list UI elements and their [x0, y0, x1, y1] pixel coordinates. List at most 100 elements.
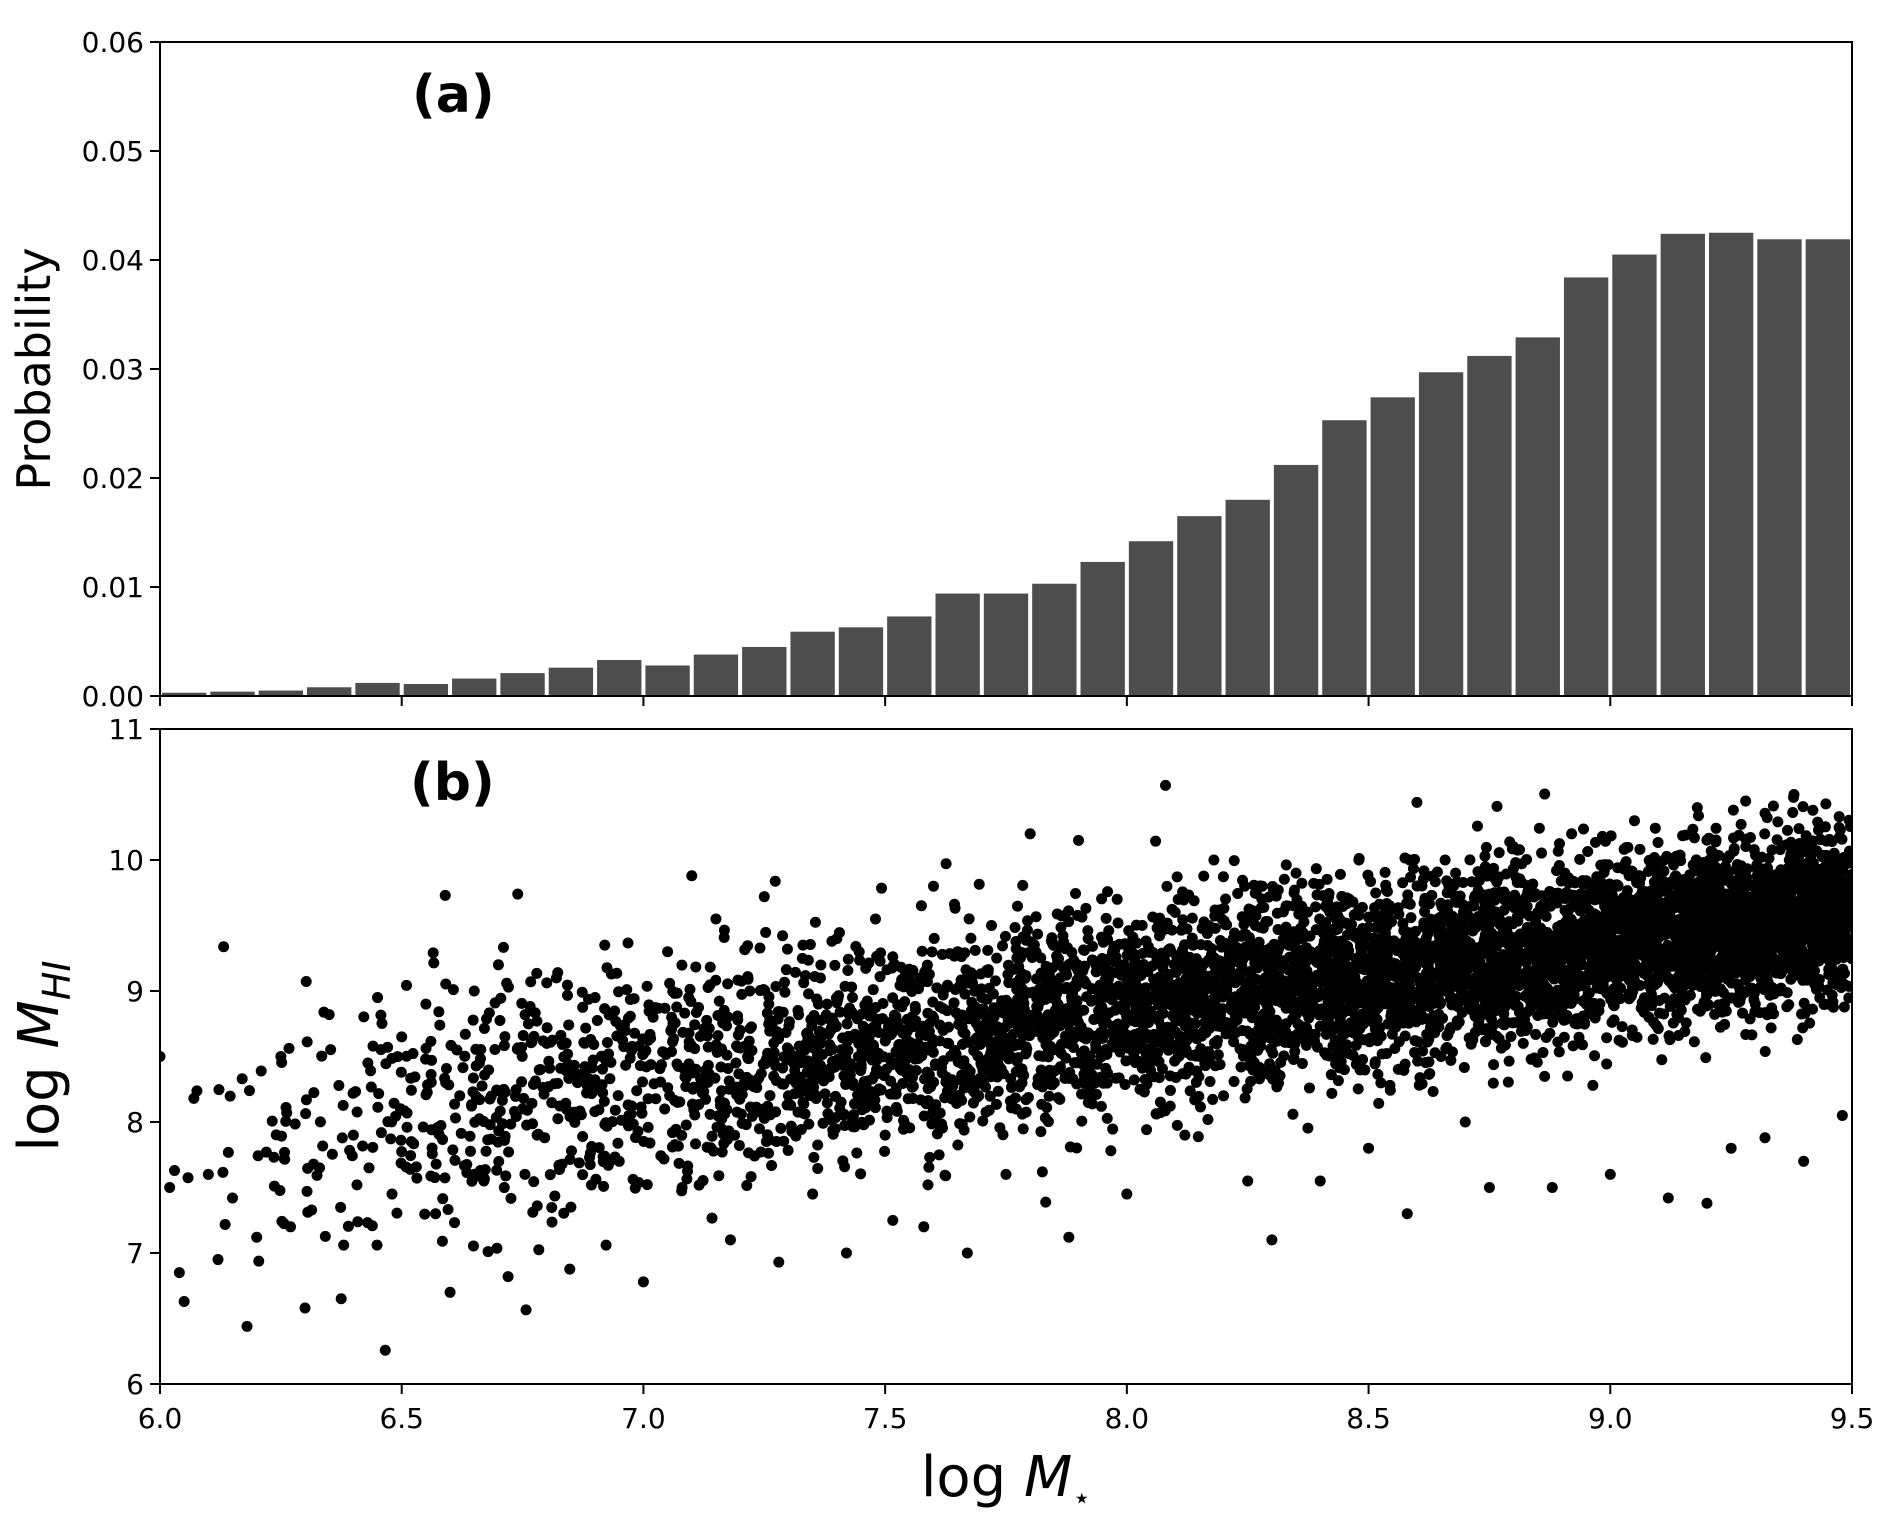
scatter-point: [1382, 900, 1394, 912]
scatter-point: [1106, 1038, 1118, 1050]
scatter-point: [1380, 884, 1392, 896]
scatter-point: [425, 1069, 437, 1081]
scatter-point: [1510, 991, 1522, 1003]
scatter-point: [1039, 1112, 1051, 1124]
scatter-point: [1373, 1097, 1385, 1109]
scatter-point: [1089, 957, 1101, 969]
scatter-point: [528, 1176, 540, 1188]
scatter-point: [1199, 1018, 1211, 1030]
scatter-point: [853, 946, 865, 958]
scatter-point: [445, 1039, 457, 1051]
scatter-point: [1159, 1041, 1171, 1053]
histogram-bar: [983, 593, 1029, 696]
scatter-point: [342, 1220, 354, 1232]
scatter-point: [1727, 940, 1739, 952]
scatter-point: [1080, 902, 1092, 914]
scatter-point: [1464, 854, 1476, 866]
scatter-point: [1587, 1079, 1599, 1091]
scatter-point: [718, 924, 730, 936]
scatter-point: [385, 1133, 397, 1145]
scatter-point: [626, 1040, 638, 1052]
scatter-point: [1659, 992, 1671, 1004]
scatter-point: [1009, 921, 1021, 933]
scatter-point: [1648, 883, 1660, 895]
scatter-point: [1183, 1061, 1195, 1073]
scatter-point: [733, 1139, 745, 1151]
scatter-point: [1209, 1060, 1221, 1072]
scatter-point: [576, 986, 588, 998]
scatter-point: [618, 1019, 630, 1031]
scatter-point: [426, 1124, 438, 1136]
scatter-point: [1253, 1073, 1265, 1085]
scatter-point: [1677, 830, 1689, 842]
scatter-point: [977, 1115, 989, 1127]
scatter-point: [1164, 1084, 1176, 1096]
scatter-point: [798, 1098, 810, 1110]
scatter-point: [759, 985, 771, 997]
scatter-point: [1427, 1085, 1439, 1097]
scatter-point: [467, 1072, 479, 1084]
scatter-point: [577, 1001, 589, 1013]
scatter-point: [940, 858, 952, 870]
scatter-point: [1237, 949, 1249, 961]
scatter-point: [1498, 1008, 1510, 1020]
scatter-point: [494, 1015, 506, 1027]
scatter-point: [1652, 929, 1664, 941]
scatter-point: [1255, 902, 1267, 914]
scatter-point: [907, 1080, 919, 1092]
scatter-point: [937, 989, 949, 1001]
scatter-point: [1710, 896, 1722, 908]
scatter-point: [1791, 935, 1803, 947]
scatter-point: [982, 944, 994, 956]
scatter-point: [459, 1028, 471, 1040]
scatter-point: [1479, 1035, 1491, 1047]
scatter-point: [681, 1173, 693, 1185]
scatter-point: [1082, 925, 1094, 937]
scatter-point: [956, 1009, 968, 1021]
scatter-point: [466, 1175, 478, 1187]
scatter-point: [1105, 1145, 1117, 1157]
scatter-point: [1722, 874, 1734, 886]
scatter-point: [395, 1134, 407, 1146]
scatter-point: [1090, 966, 1102, 978]
histogram-bar: [1515, 337, 1560, 696]
scatter-point: [544, 1062, 556, 1074]
scatter-point: [425, 1170, 437, 1182]
scatter-point: [505, 1118, 517, 1130]
y-tick-label: 0.02: [82, 462, 144, 495]
scatter-point: [770, 1075, 782, 1087]
scatter-point: [637, 1049, 649, 1061]
scatter-point: [1103, 925, 1115, 937]
scatter-point: [664, 977, 676, 989]
scatter-point: [915, 900, 927, 912]
scatter-point: [1692, 810, 1704, 822]
scatter-point: [969, 944, 981, 956]
scatter-point: [491, 1164, 503, 1176]
scatter-point: [449, 1154, 461, 1166]
scatter-point: [624, 994, 636, 1005]
scatter-point: [751, 1082, 763, 1094]
scatter-point: [1141, 1124, 1153, 1136]
scatter-point: [1002, 959, 1014, 971]
y-tick-label: 0.03: [82, 353, 144, 386]
scatter-point: [1310, 863, 1322, 875]
scatter-point: [1567, 1040, 1579, 1052]
scatter-point: [1686, 913, 1698, 925]
histogram-bar: [1708, 232, 1754, 696]
scatter-point: [1464, 937, 1476, 949]
scatter-point: [1765, 1022, 1777, 1034]
scatter-point: [965, 932, 977, 944]
scatter-point: [1589, 836, 1601, 848]
scatter-point: [1797, 1022, 1809, 1034]
scatter-point: [963, 913, 975, 925]
scatter-point: [351, 1106, 363, 1118]
scatter-point: [352, 1216, 364, 1228]
scatter-point: [693, 1179, 705, 1191]
scatter-point: [495, 992, 507, 1004]
scatter-point: [922, 1007, 934, 1019]
histogram-bar: [403, 684, 449, 696]
scatter-point: [1843, 992, 1852, 1004]
scatter-point: [992, 1085, 1004, 1097]
scatter-point: [1303, 1033, 1315, 1045]
scatter-point: [706, 1130, 718, 1142]
